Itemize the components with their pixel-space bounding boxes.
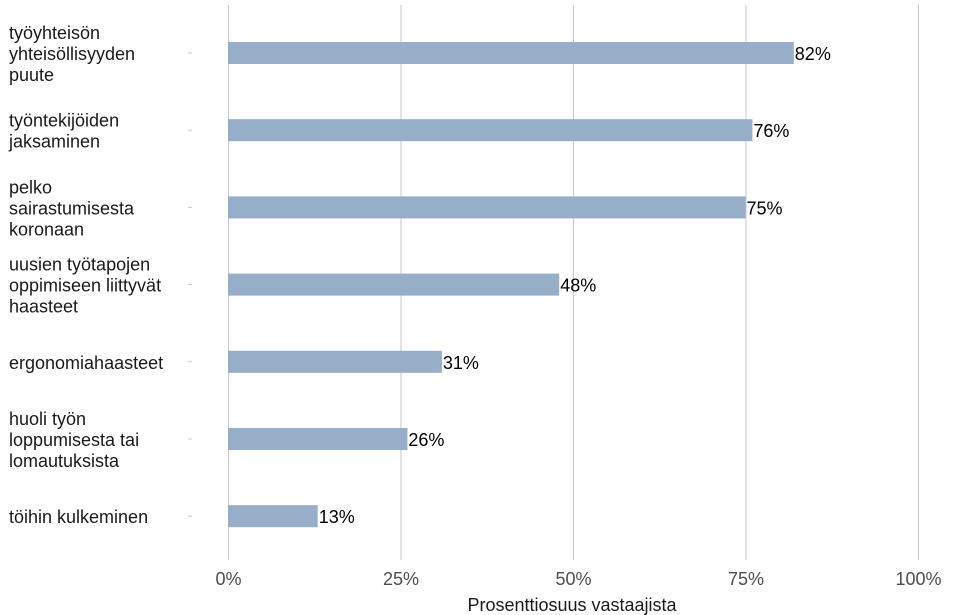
x-axis-title: Prosenttiosuus vastaajista [467, 595, 677, 615]
category-label-line: yhteisöllisyyden [9, 44, 135, 64]
bar [228, 273, 560, 296]
category-label: ergonomiahaasteet [9, 353, 163, 373]
bar [228, 428, 408, 450]
category-label: työyhteisön yhteisöllisyyden puute [9, 23, 135, 85]
category-label-line: koronaan [9, 219, 84, 239]
data-label: 75% [747, 198, 783, 218]
bar [228, 196, 746, 219]
bar [228, 350, 442, 373]
category-label-line: pelko [9, 177, 52, 197]
data-label: 13% [319, 507, 355, 527]
category-label-line: työntekijöiden [9, 111, 119, 131]
gridlines [188, 5, 919, 560]
category-label: uusien työtapojen oppimiseen liittyvät haa… [9, 255, 161, 317]
category-label-line: loppumisesta tai [9, 430, 139, 450]
category-label-line: uusien työtapojen [9, 255, 150, 275]
category-label-line: jaksaminen [8, 132, 100, 152]
category-label-line: työyhteisön [9, 23, 100, 43]
x-tick-label: 50% [555, 569, 591, 589]
data-label: 48% [560, 276, 596, 296]
category-label: pelko sairastumisesta koronaan [9, 177, 135, 239]
data-labels: 82% 76% 75% 48% 31% 26% 13% [319, 44, 831, 527]
category-label-line: haasteet [9, 297, 78, 317]
category-label-line: oppimiseen liittyvät [9, 276, 161, 296]
category-label: työntekijöiden jaksaminen [8, 111, 119, 152]
category-label-line: töihin kulkeminen [9, 507, 148, 527]
bar [228, 42, 794, 64]
bars [228, 42, 794, 528]
x-tick-label: 0% [215, 569, 241, 589]
bar [228, 119, 753, 142]
data-label: 31% [443, 353, 479, 373]
category-labels: työyhteisön yhteisöllisyyden puute työnteki… [8, 23, 163, 527]
category-label: huoli työn loppumisesta tai lomautuksista [9, 409, 139, 471]
data-label: 76% [753, 121, 789, 141]
data-label: 26% [408, 430, 444, 450]
category-label-line: ergonomiahaasteet [9, 353, 163, 373]
category-label: töihin kulkeminen [9, 507, 148, 527]
x-axis-ticks: 0% 25% 50% 75% 100% [215, 569, 941, 589]
category-label-line: puute [9, 65, 54, 85]
x-tick-label: 75% [728, 569, 764, 589]
bar [228, 505, 318, 528]
x-tick-label: 25% [383, 569, 419, 589]
x-tick-label: 100% [895, 569, 941, 589]
category-label-line: lomautuksista [9, 451, 120, 471]
category-label-line: sairastumisesta [9, 198, 135, 218]
data-label: 82% [795, 44, 831, 64]
category-label-line: huoli työn [9, 409, 86, 429]
